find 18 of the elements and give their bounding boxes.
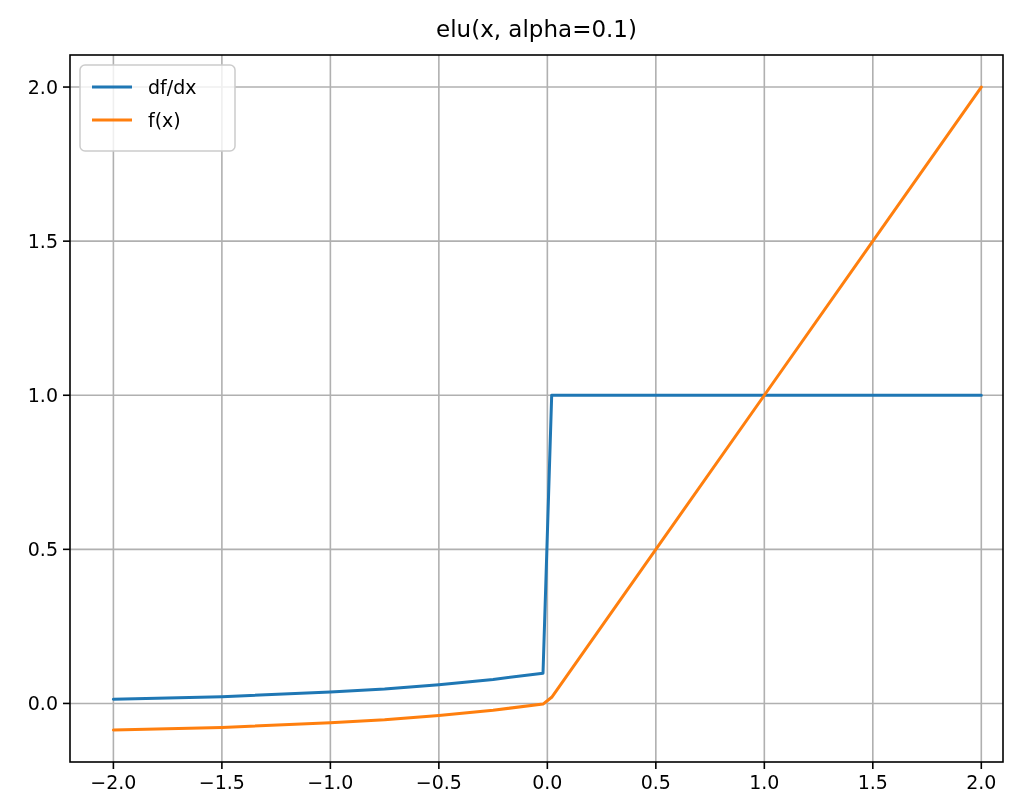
x-tick-label: −2.0: [90, 771, 137, 793]
x-tick-label: 1.0: [749, 771, 780, 793]
x-tick-label: 0.0: [532, 771, 563, 793]
x-tick-label: −1.0: [307, 771, 354, 793]
x-tick-label: 0.5: [640, 771, 671, 793]
x-tick-label: −0.5: [415, 771, 462, 793]
legend-label: df/dx: [148, 75, 197, 98]
y-tick-label: 1.0: [27, 383, 58, 406]
legend-label: f(x): [148, 108, 181, 131]
x-tick-label: −1.5: [198, 771, 245, 793]
line-series: [111, 393, 983, 701]
y-tick-label: 0.0: [27, 692, 58, 715]
x-tick-label: 1.5: [857, 771, 888, 793]
y-tick-label: 1.5: [27, 229, 58, 252]
chart-title: elu(x, alpha=0.1): [436, 16, 637, 42]
y-tick-label: 2.0: [27, 75, 58, 98]
x-tick-label: 2.0: [966, 771, 997, 793]
y-tick-label: 0.5: [27, 538, 58, 560]
